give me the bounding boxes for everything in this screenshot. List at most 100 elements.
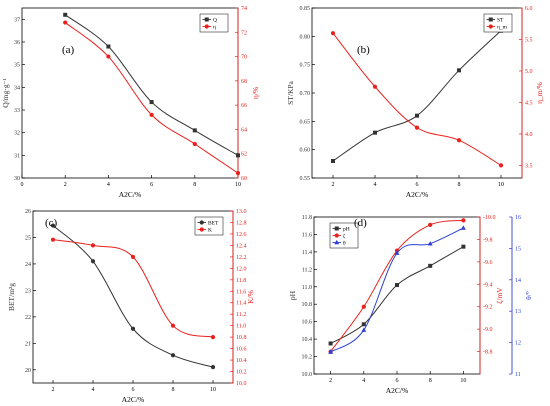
chart-3-series-1-point: [428, 222, 433, 227]
chart-1-right-tick-label: 3.5: [525, 163, 533, 169]
chart-3-left-tick-label: 10.2: [302, 355, 313, 361]
chart-1-series-0-point: [373, 130, 377, 135]
chart-2-series-1-point: [90, 243, 96, 248]
chart-0-left-axis-label: Q/mg·g⁻¹: [1, 78, 10, 108]
chart-0-series-1-point: [192, 141, 197, 147]
chart-2-series-1-point: [130, 254, 136, 259]
chart-2-right-tick-label: 11.8: [236, 278, 246, 284]
chart-1-series-1-point: [414, 125, 420, 130]
chart-3-left-tick-label: 11.0: [302, 285, 312, 291]
chart-1-left-axis-label: ST/KPa: [286, 80, 295, 104]
chart-2-right-axis-label: K/%: [246, 290, 255, 304]
chart-1-series-0-point: [331, 159, 335, 163]
chart-0-x-tick-label: 4: [107, 182, 110, 188]
chart-3-panel: 2 4 6 8 10 A2C/% 10.0 10.2 10.4 10.6 10.8 11.0 11.2 1…: [288, 215, 533, 395]
chart-2-series-1-line: [52, 239, 214, 338]
chart-3-x-tick-label: 6: [396, 378, 399, 384]
chart-2-right-tick-label: 12.0: [236, 266, 247, 272]
chart-3-left-tick-label: 11.6: [302, 232, 312, 238]
chart-0-left-tick-label: 36: [14, 40, 20, 46]
chart-1-series-1-point: [498, 163, 504, 168]
chart-2-left-tick-label: 25: [25, 235, 31, 241]
chart-3-series-0-point: [395, 283, 399, 288]
chart-0-series-0-point: [236, 153, 240, 158]
chart-0-legend-label-0: Q: [213, 18, 217, 24]
chart-3-right-tick-label: -9.0: [483, 327, 493, 333]
chart-3-right-tick-label: -9.6: [483, 260, 493, 266]
chart-0-right-tick-label: 72: [241, 30, 247, 36]
chart-2-right-tick-label: 12.8: [236, 220, 247, 226]
chart-3-right-axis-label: ζ/mV: [495, 287, 504, 304]
chart-3-left-tick-label: 11.8: [302, 215, 312, 221]
chart-3-x-tick-label: 2: [329, 378, 332, 384]
chart-3-far-right-axis-label: θ/°: [524, 291, 533, 300]
chart-3-left-tick-label: 10.0: [302, 372, 313, 378]
chart-0-left-tick-label: 32: [14, 131, 20, 137]
chart-0-left-tick-label: 33: [14, 108, 20, 114]
chart-3-x-tick-label: 10: [460, 378, 466, 384]
chart-2-panel-letter: (c): [45, 217, 58, 229]
chart-3-right-tick-label: -9.2: [483, 305, 493, 311]
chart-2-x-tick-label: 8: [172, 387, 175, 393]
chart-0-series-1-point: [63, 20, 68, 25]
chart-2-x-tick-label: 10: [210, 387, 216, 393]
chart-3-series-2-point: [328, 349, 333, 354]
chart-1-left-tick-label: 0.55: [300, 176, 311, 182]
chart-0-left-tick-label: 31: [14, 153, 20, 159]
chart-3-left-tick-label: 10.8: [302, 302, 313, 308]
chart-2-series-1-point: [210, 335, 216, 340]
chart-2-panel: 2 4 6 8 10A2C/%20212223242526BET/m²g10.010.2…: [7, 209, 255, 404]
chart-0-x-tick-label: 0: [21, 182, 24, 188]
chart-3-series-0-line: [330, 246, 464, 344]
chart-1-x-tick-label: 8: [458, 182, 461, 188]
chart-1-left-tick-label: 0.60: [300, 148, 311, 154]
chart-1-right-tick-label: 5.0: [525, 69, 533, 75]
chart-2-right-tick-label: 12.4: [236, 243, 247, 249]
chart-2-left-tick-label: 22: [25, 315, 31, 321]
chart-0-x-axis-label: A2C/%: [119, 190, 142, 199]
chart-3-series-1-point: [461, 218, 466, 223]
chart-0-series-1-line: [64, 22, 239, 174]
chart-1-x-tick-label: 4: [374, 182, 377, 188]
chart-0-x-tick-label: 8: [193, 182, 196, 188]
chart-0-right-tick-label: 66: [241, 103, 247, 109]
chart-2-series-0-point: [90, 259, 96, 264]
chart-1-series-0-point: [415, 113, 419, 118]
chart-0-x-tick-label: 2: [64, 182, 67, 188]
chart-3-far-right-tick-label: 16: [515, 215, 521, 221]
chart-0-right-tick-label: 62: [241, 152, 247, 158]
chart-2-series-1-point: [170, 323, 176, 328]
chart-1-right-tick-label: 5.5: [525, 37, 533, 43]
chart-0-series-0-point: [106, 44, 111, 49]
chart-3-left-tick-label: 11.4: [302, 250, 312, 256]
chart-1-right-axis-label: η_m/%: [535, 82, 544, 104]
chart-1-right-tick-label: 4.5: [525, 100, 533, 106]
chart-3-series-2-point: [361, 327, 367, 332]
chart-2-series-0-point: [170, 353, 176, 358]
chart-2-left-tick-label: 24: [25, 262, 31, 268]
chart-3-legend-label-2: θ: [343, 241, 346, 247]
chart-1-legend-label-1: η_m: [497, 25, 508, 31]
chart-1-right-tick-label: 4.0: [525, 132, 533, 138]
chart-2-legend-marker-1: [199, 227, 204, 232]
chart-1-x-tick-label: 6: [416, 182, 419, 188]
chart-1-legend-label-0: ST: [497, 18, 504, 24]
chart-2-series-0-point: [130, 326, 136, 331]
chart-3-series-1-point: [361, 304, 366, 309]
chart-1-left-tick-label: 0.65: [300, 119, 311, 125]
chart-1-x-tick-label: 10: [498, 182, 504, 188]
chart-0-left-tick-label: 37: [14, 17, 20, 23]
chart-3-right-tick-label: -8.8: [483, 350, 493, 356]
chart-2-right-tick-label: 10.0: [236, 381, 247, 387]
chart-2-series-0-line: [52, 225, 214, 368]
chart-2-x-tick-label: 6: [132, 387, 135, 393]
chart-0-left-tick-label: 34: [14, 85, 20, 91]
chart-2-right-tick-label: 12.2: [236, 255, 247, 261]
chart-2-right-tick-label: 10.6: [236, 347, 247, 353]
chart-3-series-0-point: [461, 244, 466, 249]
chart-1-legend-marker-0: [488, 17, 493, 22]
chart-0-legend-marker-0: [204, 17, 209, 22]
chart-0-series-1-point: [106, 54, 111, 59]
chart-0-series-1-point: [149, 112, 154, 117]
